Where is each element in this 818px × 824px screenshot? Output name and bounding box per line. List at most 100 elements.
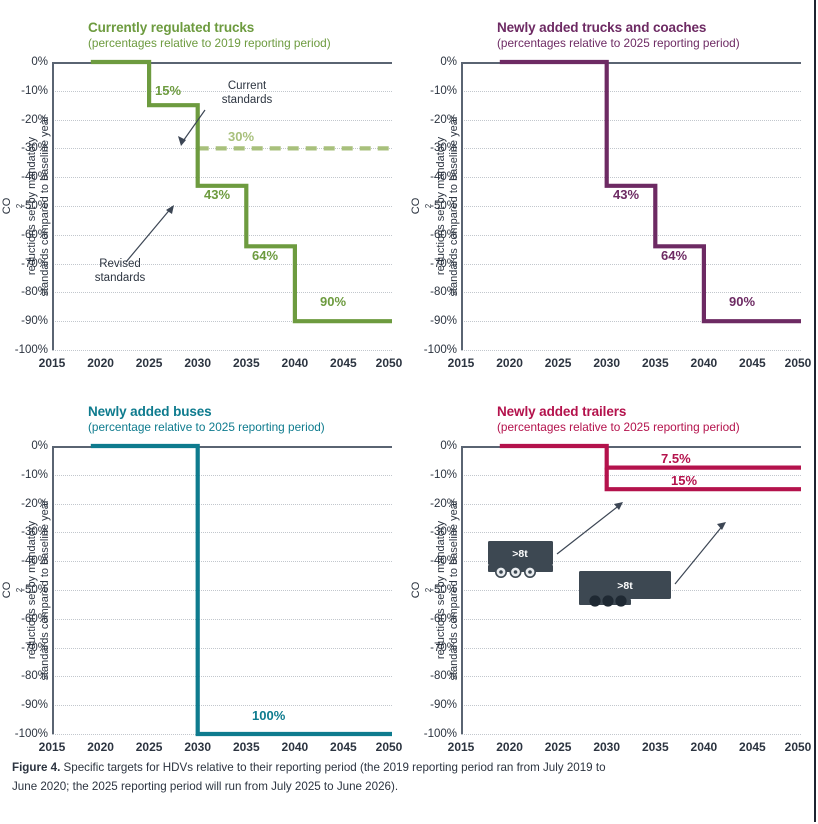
series-trailers: >8t >8t [488, 443, 801, 607]
y-tick-40: -40% [430, 555, 457, 568]
x-tick-2050: 2050 [784, 740, 812, 754]
y-tick-10: -10% [430, 468, 457, 481]
value-label-15: 15% [671, 473, 698, 488]
trailer-box-weight-label: >8t [512, 548, 528, 560]
x-tick-2015: 2015 [447, 740, 475, 754]
x-tick-2020: 2020 [87, 356, 114, 370]
y-tick-60: -60% [21, 612, 48, 625]
x-tick-2025: 2025 [544, 356, 572, 370]
y-tick-90: -90% [21, 315, 48, 328]
arrowhead-trailer-box [614, 502, 623, 510]
series-trucks [90, 59, 392, 324]
y-tick-60: -60% [430, 612, 457, 625]
panel-newly-added-trailers: Newly added trailers (percentages relati… [409, 390, 818, 756]
x-tick-2030: 2030 [593, 740, 621, 754]
plot-area-buses: CO 2 reductions set by mandatory standards… [1, 440, 402, 754]
y-tick-70: -70% [430, 257, 457, 270]
annotation-current-standards-l2: standards [221, 93, 273, 106]
x-tick-2025: 2025 [135, 740, 163, 754]
chart-subtitle-trucks-coaches: (percentages relative to 2025 reporting … [497, 36, 740, 50]
arrowhead-current-standards [178, 136, 186, 146]
annotation-current-standards-l1: Current [227, 80, 267, 92]
annotation-revised-standards-l1: Revised [99, 258, 141, 270]
y-tick-80: -80% [430, 286, 457, 299]
x-tick-2020: 2020 [496, 356, 523, 370]
plot-area-trucks: CO 2 reductions set by mandatory standards… [1, 56, 402, 370]
y-tick-30: -30% [21, 526, 48, 539]
x-tick-2045: 2045 [739, 356, 766, 370]
arrow-revised-standards [125, 206, 173, 263]
x-tick-2045: 2045 [330, 740, 357, 754]
figure-caption: Figure 4. Specific targets for HDVs rela… [12, 758, 612, 796]
x-tick-2020: 2020 [496, 740, 523, 754]
y-tick-10: -10% [21, 468, 48, 481]
chart-title-trailers: Newly added trailers [497, 404, 627, 419]
y-tick-100: -100% [423, 728, 457, 740]
x-tick-2035: 2035 [232, 740, 260, 754]
figure-caption-text: Specific targets for HDVs relative to th… [12, 761, 606, 793]
y-tick-80: -80% [430, 670, 457, 683]
figure-caption-label: Figure 4. [12, 761, 61, 774]
y-tick-20: -20% [21, 113, 48, 126]
plot-area-trucks-coaches: CO 2 reductions set by mandatory standards… [410, 56, 811, 370]
y-tick-0: 0% [31, 440, 48, 452]
value-label-43: 43% [613, 187, 640, 202]
y-tick-70: -70% [430, 641, 457, 654]
y-axis-line [52, 446, 54, 734]
panel-newly-added-trucks-and-coaches: Newly added trucks and coaches (percenta… [409, 6, 818, 378]
chart-title-trucks: Currently regulated trucks [88, 20, 255, 35]
zero-axis-line [52, 62, 392, 64]
y-tick-90: -90% [430, 699, 457, 712]
y-tick-100: -100% [14, 344, 48, 356]
annotation-current-standards: Current standards [202, 80, 292, 107]
y-tick-10: -10% [21, 84, 48, 97]
chart-title-buses: Newly added buses [88, 404, 212, 419]
x-tick-2040: 2040 [690, 356, 718, 370]
x-tick-2030: 2030 [593, 356, 621, 370]
y-tick-50: -50% [430, 584, 457, 596]
panel-currently-regulated-trucks: Currently regulated trucks (percentages … [0, 6, 409, 378]
line-newly-added-buses [90, 443, 392, 737]
y-tick-50: -50% [430, 200, 457, 212]
x-tick-2040: 2040 [281, 356, 309, 370]
y-tick-100: -100% [423, 344, 457, 356]
y-tick-30: -30% [21, 142, 48, 155]
y-tick-80: -80% [21, 286, 48, 299]
y-tick-20: -20% [430, 497, 457, 510]
x-tick-2015: 2015 [38, 356, 66, 370]
x-tick-2045: 2045 [739, 740, 766, 754]
y-tick-90: -90% [430, 315, 457, 328]
value-label-30: 30% [228, 129, 255, 144]
x-tick-2050: 2050 [784, 356, 812, 370]
y-tick-30: -30% [430, 526, 457, 539]
figure-grid: Currently regulated trucks (percentages … [0, 6, 818, 756]
x-tick-2045: 2045 [330, 356, 357, 370]
y-axis-line [461, 62, 463, 350]
y-tick-50: -50% [21, 584, 48, 596]
y-tick-10: -10% [430, 84, 457, 97]
line-newly-added-trucks-coaches [499, 59, 801, 324]
arrow-current-standards [180, 109, 206, 145]
x-tick-2035: 2035 [641, 740, 669, 754]
y-tick-20: -20% [21, 497, 48, 510]
chart-subtitle-trailers: (percentages relative to 2025 reporting … [497, 420, 740, 434]
zero-axis-line [52, 446, 392, 448]
arrow-trailer-box [556, 503, 622, 555]
chart-title-trucks-coaches: Newly added trucks and coaches [497, 20, 707, 35]
y-tick-50: -50% [21, 200, 48, 212]
x-tick-2035: 2035 [641, 356, 669, 370]
y-tick-0: 0% [31, 56, 48, 68]
zero-axis-line [461, 62, 801, 64]
x-tick-2040: 2040 [690, 740, 718, 754]
trailer-semi-weight-label: >8t [617, 580, 633, 592]
x-tick-2025: 2025 [544, 740, 572, 754]
value-label-7-5: 7.5% [661, 451, 691, 466]
x-tick-2050: 2050 [375, 356, 403, 370]
zero-axis-line [461, 446, 801, 448]
y-tick-70: -70% [21, 641, 48, 654]
arrowhead-revised-standards [166, 205, 174, 214]
y-tick-80: -80% [21, 670, 48, 683]
x-tick-2015: 2015 [38, 740, 66, 754]
y-tick-60: -60% [21, 228, 48, 241]
plot-area-trailers: CO 2 reductions set by mandatory standards… [410, 440, 811, 754]
